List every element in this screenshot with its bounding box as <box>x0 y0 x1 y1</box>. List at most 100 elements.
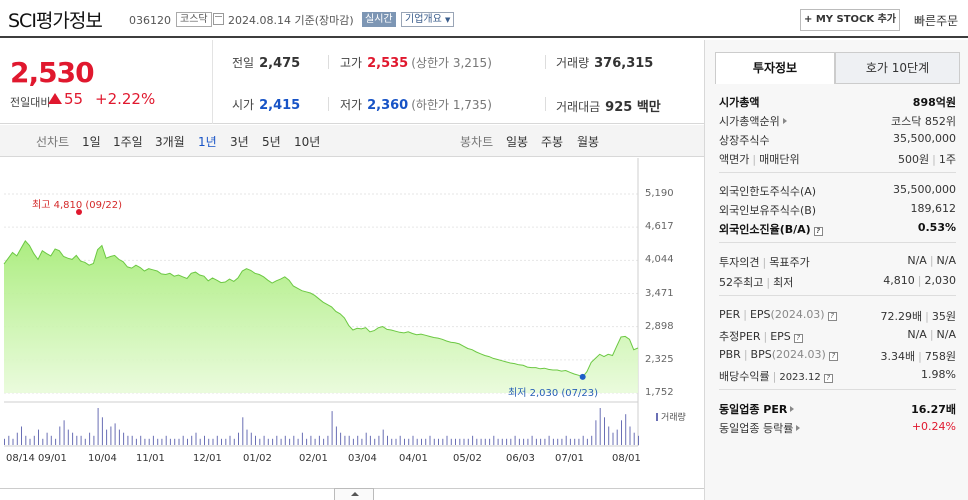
collapse-chart-button[interactable] <box>334 488 374 500</box>
volume-bar <box>148 438 150 445</box>
volume-bar <box>101 417 103 446</box>
volume-bar <box>382 429 384 445</box>
tab-order-book[interactable]: 호가 10단계 <box>835 52 960 84</box>
price-summary: 2,530 전일대비 55 +2.22% 전일 2,475 고가 2,535 (상한가… <box>0 40 705 124</box>
volume-bar <box>472 435 474 446</box>
volume-bar <box>484 438 486 445</box>
realtime-button[interactable]: 실시간 <box>362 12 396 27</box>
price-area <box>4 240 638 393</box>
volume-bar <box>369 435 371 446</box>
volume-bar <box>12 438 14 445</box>
volume-bar <box>310 435 312 446</box>
volume-bar <box>212 438 214 445</box>
tab-3year[interactable]: 3년 <box>230 135 249 149</box>
volume-bar <box>638 435 639 446</box>
volume-bar <box>467 438 469 445</box>
divider <box>545 97 546 111</box>
volume-value: 376,315 <box>594 56 654 71</box>
volume-bar <box>293 435 295 446</box>
volume-bar <box>450 438 452 445</box>
help-icon[interactable]: ? <box>828 352 838 361</box>
help-icon[interactable]: ? <box>793 334 803 343</box>
volume-bar <box>255 435 256 446</box>
chevron-up-icon <box>351 492 359 496</box>
industry-per-value: 16.27배 <box>911 403 956 416</box>
chart-period-tabs: 선차트 1일 1주일 3개월 1년 3년 5년 10년 봉차트 일봉 주봉 월봉 <box>0 125 705 157</box>
foreign-rate-value: 0.53% <box>917 221 956 234</box>
volume-bar <box>348 435 350 446</box>
x-tick-label: 06/03 <box>506 453 535 464</box>
target-label: 목표주가 <box>769 256 810 269</box>
per-row: PER | EPS(2024.03)? 72.29배 | 35원 <box>719 308 956 323</box>
volume-bar <box>527 438 529 445</box>
volume-bar <box>425 438 427 445</box>
week52-low-label: 최저 <box>773 276 794 289</box>
eps-value: 35원 <box>931 310 956 323</box>
tab-monthly-candle[interactable]: 월봉 <box>577 135 600 149</box>
open-value: 2,415 <box>259 98 301 113</box>
market-cap-rank-label: 시가총액순위 <box>719 115 780 128</box>
volume-bar <box>489 438 491 445</box>
week52-low-value: 2,030 <box>924 274 957 287</box>
tab-1day[interactable]: 1일 <box>82 135 101 149</box>
volume-bar <box>331 411 333 445</box>
tab-5year[interactable]: 5년 <box>262 135 281 149</box>
per-value: 72.29배 <box>880 310 923 323</box>
volume-bar <box>140 435 142 446</box>
prev-close-label: 전일 <box>232 56 255 70</box>
listed-shares-label: 상장주식수 <box>719 134 770 147</box>
industry-rate-value: +0.24% <box>911 420 956 433</box>
volume-bar <box>110 426 112 445</box>
listed-shares-row: 상장주식수 35,500,000 <box>719 130 956 148</box>
x-tick-label: 01/02 <box>243 453 272 464</box>
foreign-limit-row: 외국인한도주식수(A) 35,500,000 <box>719 181 956 199</box>
volume-bar <box>63 420 65 445</box>
price-chart[interactable]: 5,190 4,617 4,044 3,471 2,898 2,325 1,752 08/1… <box>0 158 705 488</box>
y-tick-label: 5,190 <box>645 188 674 199</box>
opinion-value: N/A <box>907 254 927 267</box>
volume-bar <box>208 438 210 445</box>
x-tick-label: 12/01 <box>193 453 222 464</box>
industry-per-row: 동일업종 PER 16.27배 <box>719 399 956 417</box>
candle-chart-label: 봉차트 <box>460 135 494 149</box>
volume-bar <box>250 432 252 445</box>
tab-3month[interactable]: 3개월 <box>155 135 185 149</box>
listed-shares-value: 35,500,000 <box>893 132 956 145</box>
tab-10year[interactable]: 10년 <box>294 135 321 149</box>
volume-bar <box>144 438 146 445</box>
tab-weekly-candle[interactable]: 주봉 <box>541 135 564 149</box>
tab-1year[interactable]: 1년 <box>198 135 217 149</box>
volume-bar <box>391 438 393 445</box>
divider <box>719 389 956 390</box>
lower-limit: (하한가 1,735) <box>411 98 492 112</box>
tab-daily-candle[interactable]: 일봉 <box>506 135 529 149</box>
volume-bar <box>42 438 44 445</box>
foreign-rate-label: 외국인소진율(B/A) <box>719 223 811 236</box>
quick-order-link[interactable]: 빠른주문 <box>914 14 959 28</box>
corp-info-dropdown[interactable]: 기업개요 ▼ <box>401 12 455 27</box>
volume-bar <box>408 438 410 445</box>
volume-bar <box>272 438 274 445</box>
volume-bar <box>621 420 622 445</box>
y-tick-label: 2,898 <box>645 320 674 332</box>
volume-bar <box>76 435 78 446</box>
volume-bar <box>89 432 91 445</box>
volume-bar <box>629 426 631 445</box>
bps-period: (2024.03) <box>771 348 826 361</box>
x-tick-label: 10/04 <box>88 453 117 464</box>
volume-bar <box>540 438 542 445</box>
x-tick-label: 11/01 <box>136 453 165 464</box>
x-tick-label: 09/01 <box>38 453 67 464</box>
tab-1week[interactable]: 1주일 <box>113 135 143 149</box>
volume-bar <box>225 438 227 445</box>
volume-bar <box>246 429 248 445</box>
help-icon[interactable]: ? <box>827 312 837 321</box>
stock-name: SCI평가정보 <box>8 10 103 32</box>
volume-bar <box>357 435 359 446</box>
help-icon[interactable]: ? <box>813 227 823 236</box>
help-icon[interactable]: ? <box>823 374 833 383</box>
add-mystock-button[interactable]: + MY STOCK 추가 <box>800 9 900 31</box>
tab-investment-info[interactable]: 투자정보 <box>715 52 835 84</box>
volume-bar <box>510 438 512 445</box>
x-tick-label: 07/01 <box>555 453 584 464</box>
